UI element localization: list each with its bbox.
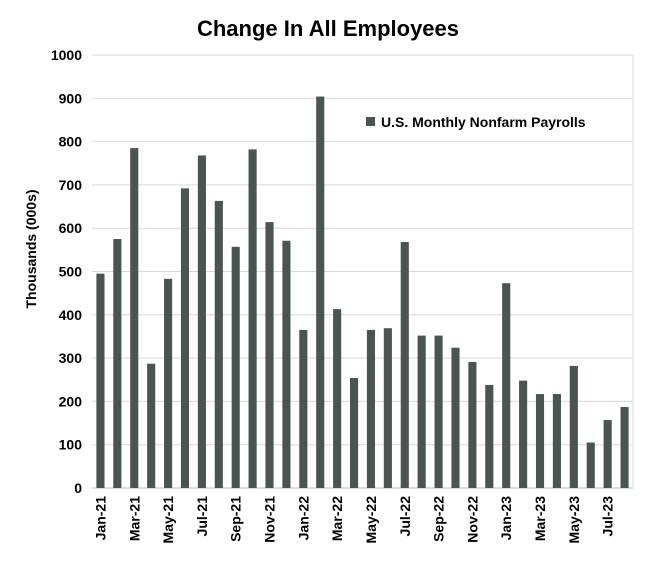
bar [316, 96, 325, 489]
y-tick-label: 300 [59, 350, 83, 366]
y-axis-label: Thousands (000s) [23, 189, 39, 308]
bar [434, 335, 443, 488]
bar [147, 363, 156, 488]
y-tick-labels: 0 100 200 300 400 500 600 700 800 900 1000 [51, 47, 82, 496]
bar [180, 188, 190, 488]
x-tick-label: Jul-21 [194, 496, 210, 537]
bar [282, 240, 291, 488]
bar [333, 309, 342, 488]
x-tick-label: Jan-23 [498, 496, 514, 541]
legend-label: U.S. Monthly Nonfarm Payrolls [381, 114, 586, 130]
bar [519, 380, 528, 488]
x-tick-label: Sep-21 [228, 496, 244, 542]
bar [96, 273, 105, 488]
x-tick-label: May-23 [566, 496, 582, 544]
y-tick-label: 0 [74, 480, 82, 496]
bar [349, 378, 359, 488]
bar [502, 283, 511, 488]
bar [248, 149, 257, 489]
bar [299, 329, 308, 488]
x-tick-label: May-21 [160, 496, 176, 544]
y-tick-label: 500 [59, 264, 83, 280]
legend: U.S. Monthly Nonfarm Payrolls [366, 114, 586, 130]
y-tick-label: 100 [59, 437, 83, 453]
bar [130, 148, 139, 488]
y-tick-label: 200 [59, 393, 83, 409]
x-tick-label: Nov-22 [464, 496, 480, 543]
bar [620, 407, 629, 488]
x-tick-label: Sep-22 [431, 496, 447, 542]
x-tick-label: Mar-23 [532, 496, 548, 541]
bar [586, 442, 595, 488]
x-tick-label: Mar-21 [126, 496, 142, 541]
y-tick-label: 700 [59, 177, 83, 193]
bar [383, 328, 392, 488]
bar [231, 246, 240, 488]
bar [417, 335, 426, 488]
bar [366, 329, 376, 488]
bar [569, 365, 578, 488]
x-tick-label: Jul-23 [600, 496, 616, 537]
y-tick-label: 400 [59, 307, 83, 323]
bar [451, 347, 460, 488]
bar [400, 242, 409, 488]
bar [214, 200, 223, 488]
bar [265, 222, 274, 488]
x-tick-labels: Jan-21 Mar-21 May-21 Jul-21 Sep-21 Nov-21 Jan-… [92, 496, 615, 544]
x-tick-label: Jul-22 [397, 496, 413, 537]
x-tick-label: Jan-22 [295, 496, 311, 541]
bar [197, 155, 206, 488]
y-tick-label: 600 [59, 220, 83, 236]
y-tick-label: 800 [59, 134, 83, 150]
legend-swatch [366, 117, 375, 126]
x-tick-label: Nov-21 [262, 496, 278, 543]
bar [603, 420, 612, 488]
bar [485, 384, 494, 488]
bar [113, 239, 122, 488]
y-tick-label: 900 [59, 90, 83, 106]
x-tick-label: Jan-21 [92, 496, 108, 541]
bar [535, 394, 545, 488]
y-tick-label: 1000 [51, 47, 82, 63]
x-tick-label: Mar-22 [329, 496, 345, 541]
bar [552, 394, 561, 488]
chart-title: Change In All Employees [197, 16, 459, 41]
bar [468, 361, 477, 488]
bars [96, 96, 629, 489]
bar [164, 278, 173, 488]
x-tick-label: May-22 [363, 496, 379, 544]
